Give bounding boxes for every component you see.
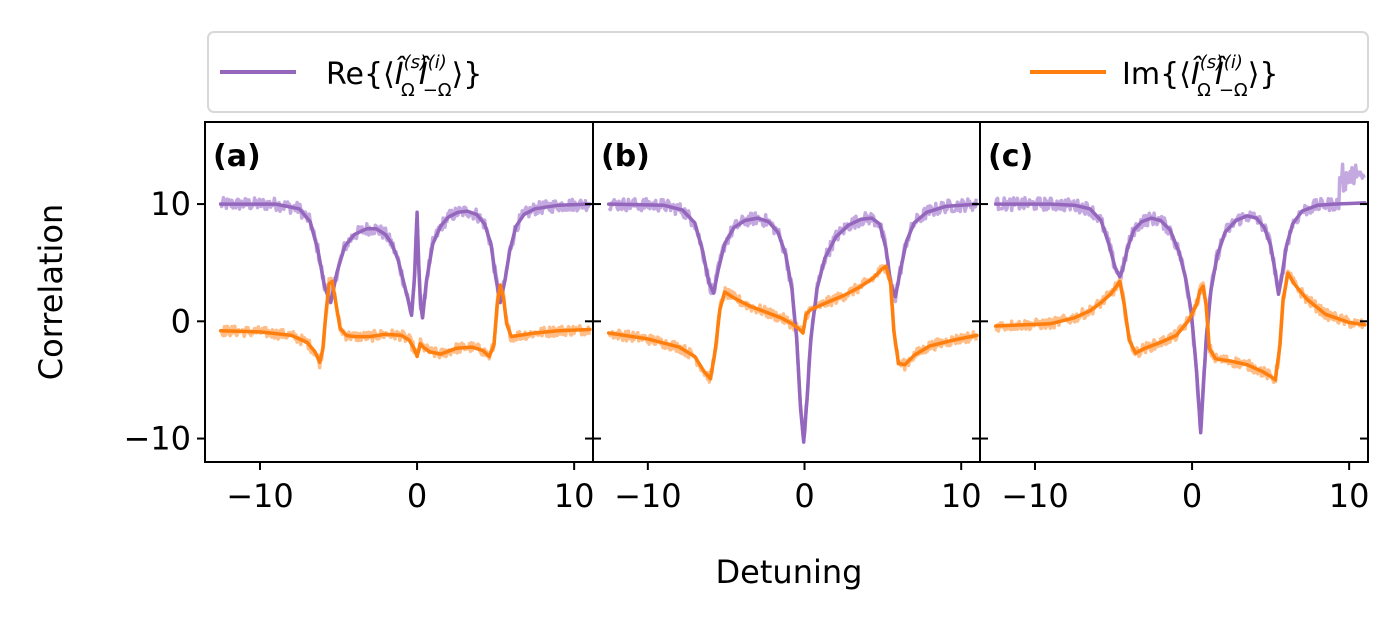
legend-re-sup-s: (s) [404,52,427,73]
series-re-fit [993,201,1367,435]
series-re-measured [218,195,591,320]
y-tick-label: 10 [150,185,191,223]
x-tick-label: −10 [226,477,294,515]
x-tick-label: 0 [794,477,814,515]
series-re-measured [607,196,978,439]
legend-re-base: Re{⟨ [326,57,395,92]
legend-re-sub-omega: Ω [401,80,415,101]
panel-label: (c) [988,139,1033,174]
x-tick-label: −10 [614,477,682,515]
panel-frame [592,121,981,463]
x-tick-label: −10 [1001,477,1069,515]
x-tick-label: 10 [1329,477,1370,515]
legend-re-sub-minus-omega: −Ω [423,80,452,101]
panel-frame [204,121,594,463]
x-tick-label: 10 [554,477,595,515]
y-tick-label: 0 [171,302,191,340]
legend-im-sub-omega: Ω [1197,80,1211,101]
panel-a: −10 0 10 −10 0 10 (a) [123,121,595,515]
legend-frame [207,31,1369,113]
panels: −10 0 10 −10 0 10 (a) −10 0 10 (b) −10 0 10 (c) [123,121,1370,515]
panel-label: (a) [213,139,261,174]
panel-c: −10 0 10 (c) [979,121,1370,515]
legend-label-im: Im{⟨Î(s) Ω Î(i) −Ω⟩} [1122,52,1278,101]
series-re-fit [218,202,592,320]
panel-label: (b) [601,139,650,174]
series-re-fit [606,202,979,444]
legend-re-sup-i: (i) [428,52,447,73]
x-tick-label: 0 [1182,477,1202,515]
legend-im-sub-minus-omega: −Ω [1219,80,1248,101]
legend-im-sup-i: (i) [1224,52,1243,73]
legend-im-tail: ⟩} [1248,57,1279,92]
x-tick-label: 10 [941,477,982,515]
legend: Re{⟨Î(s) Ω Î(i) −Ω⟩} Im{⟨Î(s) Ω Î(i) −Ω⟩} [207,31,1369,113]
y-tick-label: −10 [123,420,191,458]
legend-im-sup-s: (s) [1200,52,1223,73]
legend-re-tail: ⟩} [452,57,483,92]
y-axis-title: Correlation [32,204,70,380]
x-axis-title: Detuning [716,553,863,591]
series-im-fit [218,279,592,365]
series-im-fit [606,264,979,381]
panel-b: −10 0 10 (b) [592,121,982,515]
legend-im-base: Im{⟨ [1122,57,1191,92]
series-im-fit [993,271,1367,382]
legend-label-re: Re{⟨Î(s) Ω Î(i) −Ω⟩} [326,52,482,101]
series-im-measured [993,269,1366,385]
x-tick-label: 0 [407,477,427,515]
panel-frame [979,121,1369,463]
